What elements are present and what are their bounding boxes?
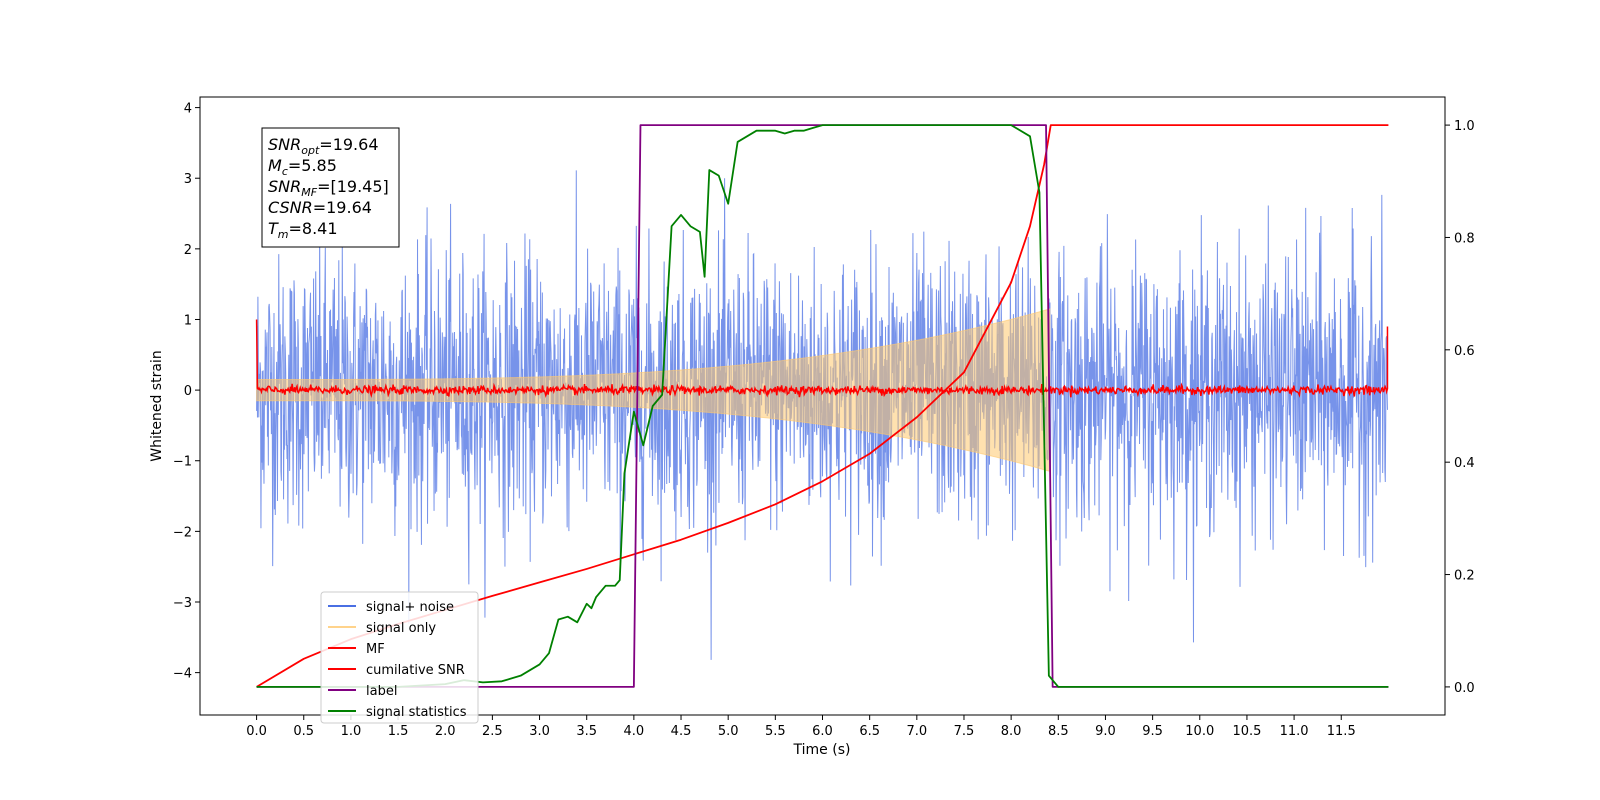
x-tick-label: 7.0	[906, 724, 927, 739]
x-tick-label: 10.5	[1232, 724, 1261, 739]
x-tick-label: 1.0	[341, 724, 362, 739]
series-signal-statistics	[256, 124, 1389, 688]
y2-tick-label: 0.4	[1454, 456, 1475, 471]
x-tick-label: 0.5	[293, 724, 314, 739]
x-tick-label: 1.5	[388, 724, 409, 739]
x-tick-label: 10.0	[1185, 724, 1214, 739]
legend-items: signal+ noise signal only MF cumilative SNR…	[328, 600, 467, 720]
y-tick-label: 0	[184, 384, 192, 399]
y-tick-label: 1	[184, 313, 192, 328]
legend-label: signal statistics	[366, 705, 467, 720]
x-tick-label: 2.5	[482, 724, 503, 739]
y-tick-label: −2	[173, 525, 192, 540]
y2-tick-label: 0.6	[1454, 344, 1475, 359]
x-tick-label: 2.0	[435, 724, 456, 739]
legend-label: label	[366, 684, 397, 699]
series-mf	[255, 319, 1389, 399]
legend-label: signal+ noise	[366, 600, 454, 615]
y-axis-label: Whitened strain	[149, 350, 165, 461]
x-tick-label: 5.5	[765, 724, 786, 739]
x-tick-label: 3.0	[529, 724, 550, 739]
y2-tick-label: 0.8	[1454, 231, 1475, 246]
x-tick-label: 7.5	[954, 724, 975, 739]
annotation-box: SNRopt=19.64Mc=5.85SNRMF=[19.45]CSNR=19.…	[261, 127, 400, 248]
x-tick-label: 6.5	[859, 724, 880, 739]
x-tick-label: 9.0	[1095, 724, 1116, 739]
y-tick-label: −3	[173, 596, 192, 611]
annotation-lines: SNRopt=19.64Mc=5.85SNRMF=[19.45]CSNR=19.…	[268, 135, 389, 241]
annotation-line: SNRopt=19.64	[268, 135, 379, 157]
y2-tick-label: 1.0	[1454, 119, 1475, 134]
y-tick-label: 4	[184, 102, 192, 117]
x-tick-label: 8.0	[1001, 724, 1022, 739]
annotation-line: CSNR=19.64	[268, 198, 372, 217]
y-tick-label: 2	[184, 243, 192, 258]
legend-label: cumilative SNR	[366, 663, 465, 678]
annotation-line: Tm=8.41	[268, 219, 338, 241]
legend-label: signal only	[366, 621, 436, 636]
y2-tick-label: 0.2	[1454, 569, 1475, 584]
x-tick-label: 9.5	[1142, 724, 1163, 739]
x-tick-label: 4.5	[671, 724, 692, 739]
legend-label: MF	[366, 642, 385, 657]
y-tick-label: 3	[184, 172, 192, 187]
legend-frame	[320, 591, 479, 724]
x-axis-label: Time (s)	[793, 742, 851, 758]
x-tick-label: 11.0	[1280, 724, 1309, 739]
y-tick-label: −1	[173, 455, 192, 470]
axes: 0.0 0.5 1.0 1.5 2.0 2.5 3.0 3.5 4.0 4.5 5.0 5.5 6.0 6…	[173, 102, 1475, 739]
y2-tick-label: 0.0	[1454, 681, 1475, 696]
legend: signal+ noise signal only MF cumilative SNR…	[320, 591, 479, 724]
x-tick-label: 11.5	[1327, 724, 1356, 739]
annotation-line: Mc=5.85	[268, 156, 337, 178]
annotation-frame	[261, 127, 400, 248]
x-tick-label: 3.5	[576, 724, 597, 739]
x-tick-label: 0.0	[246, 724, 267, 739]
x-tick-label: 4.0	[624, 724, 645, 739]
annotation-line: SNRMF=[19.45]	[268, 177, 389, 199]
x-tick-label: 5.0	[718, 724, 739, 739]
y-tick-label: −4	[173, 667, 192, 682]
x-tick-label: 6.0	[812, 724, 833, 739]
x-tick-label: 8.5	[1048, 724, 1069, 739]
